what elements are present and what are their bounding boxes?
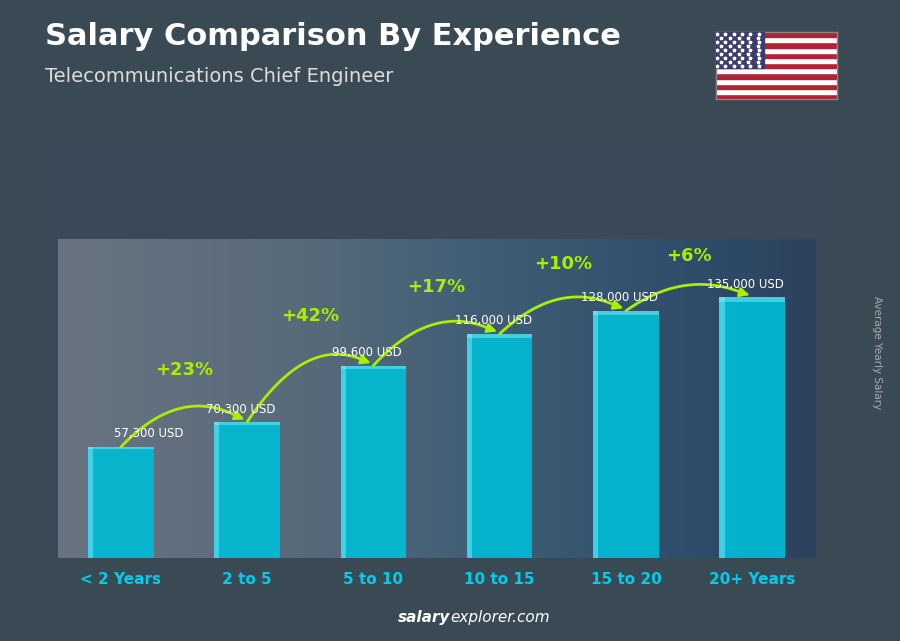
Bar bbox=[716, 42, 837, 47]
Text: 99,600 USD: 99,600 USD bbox=[332, 346, 402, 359]
Bar bbox=[716, 94, 837, 99]
Bar bbox=[467, 334, 533, 338]
Bar bbox=[214, 422, 280, 558]
Bar bbox=[593, 311, 659, 315]
Bar bbox=[593, 311, 598, 558]
Bar bbox=[214, 422, 220, 558]
Bar bbox=[88, 447, 154, 558]
Text: +10%: +10% bbox=[534, 255, 592, 273]
Text: explorer.com: explorer.com bbox=[450, 610, 550, 625]
Bar bbox=[88, 447, 94, 558]
Text: 135,000 USD: 135,000 USD bbox=[707, 278, 784, 291]
Bar bbox=[340, 365, 346, 558]
Bar bbox=[716, 32, 837, 37]
Bar bbox=[719, 297, 785, 558]
Bar bbox=[467, 334, 533, 558]
Bar bbox=[88, 447, 154, 449]
Text: +42%: +42% bbox=[281, 307, 339, 325]
Text: Salary Comparison By Experience: Salary Comparison By Experience bbox=[45, 22, 621, 51]
Bar bbox=[716, 89, 837, 94]
Bar bbox=[716, 63, 837, 69]
Bar bbox=[214, 422, 280, 424]
Text: +23%: +23% bbox=[155, 361, 213, 379]
Bar bbox=[716, 32, 764, 69]
Bar bbox=[467, 334, 472, 558]
Bar bbox=[593, 311, 659, 558]
Text: Telecommunications Chief Engineer: Telecommunications Chief Engineer bbox=[45, 67, 393, 87]
Text: 116,000 USD: 116,000 USD bbox=[454, 314, 532, 328]
Bar bbox=[716, 53, 837, 58]
Bar bbox=[719, 297, 785, 302]
Bar bbox=[340, 365, 406, 369]
Bar bbox=[719, 297, 724, 558]
Text: salary: salary bbox=[398, 610, 450, 625]
Bar bbox=[340, 365, 406, 558]
Text: +17%: +17% bbox=[408, 278, 465, 296]
Bar bbox=[716, 79, 837, 84]
Text: 70,300 USD: 70,300 USD bbox=[206, 403, 275, 415]
Text: 128,000 USD: 128,000 USD bbox=[581, 291, 658, 304]
Bar bbox=[716, 84, 837, 89]
Text: 57,300 USD: 57,300 USD bbox=[114, 428, 184, 440]
Bar bbox=[716, 69, 837, 74]
Bar bbox=[716, 47, 837, 53]
Bar bbox=[716, 74, 837, 79]
Bar bbox=[716, 58, 837, 63]
Text: Average Yearly Salary: Average Yearly Salary bbox=[872, 296, 883, 409]
Text: +6%: +6% bbox=[666, 247, 712, 265]
Bar bbox=[716, 37, 837, 42]
